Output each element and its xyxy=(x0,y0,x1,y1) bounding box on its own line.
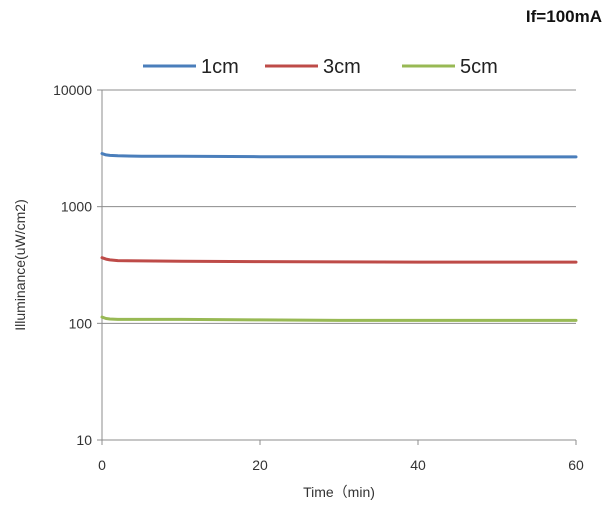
y-tick-label: 100 xyxy=(69,315,93,331)
y-tick-label: 10 xyxy=(76,432,92,448)
series-lines xyxy=(100,152,578,322)
legend-label-3cm: 3cm xyxy=(323,56,361,78)
x-tick-label: 0 xyxy=(98,457,106,473)
x-tick-label: 60 xyxy=(568,457,584,473)
y-axis-title: Illuminance(uW/cm2) xyxy=(12,199,28,330)
legend-label-1cm: 1cm xyxy=(201,56,239,78)
grid-lines xyxy=(102,89,576,324)
series-line-1cm xyxy=(100,152,578,159)
x-tick-label: 20 xyxy=(252,457,268,473)
series-line-5cm xyxy=(100,315,578,322)
legend: 1cm 3cm 5cm xyxy=(143,56,498,78)
axes xyxy=(97,89,577,445)
test-condition-label: If=100mA xyxy=(525,7,602,26)
y-tick-label: 10000 xyxy=(53,82,92,98)
x-axis-title: Time（min) xyxy=(303,484,375,500)
tick-labels: 10 100 1000 10000 0 20 40 60 xyxy=(53,82,584,473)
y-tick-label: 1000 xyxy=(61,199,92,215)
legend-label-5cm: 5cm xyxy=(460,56,498,78)
series-line-3cm xyxy=(100,256,578,264)
x-tick-label: 40 xyxy=(410,457,426,473)
